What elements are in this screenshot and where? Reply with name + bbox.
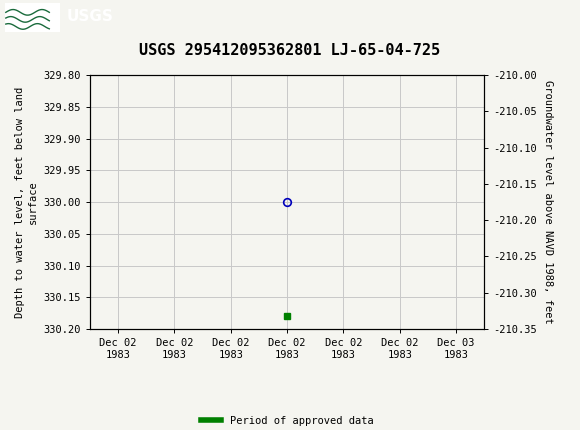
Y-axis label: Depth to water level, feet below land
surface: Depth to water level, feet below land su… <box>16 86 38 318</box>
Y-axis label: Groundwater level above NAVD 1988, feet: Groundwater level above NAVD 1988, feet <box>543 80 553 324</box>
Text: USGS: USGS <box>67 9 114 25</box>
Text: USGS 295412095362801 LJ-65-04-725: USGS 295412095362801 LJ-65-04-725 <box>139 43 441 58</box>
FancyBboxPatch shape <box>5 3 60 32</box>
Legend: Period of approved data: Period of approved data <box>197 412 378 430</box>
